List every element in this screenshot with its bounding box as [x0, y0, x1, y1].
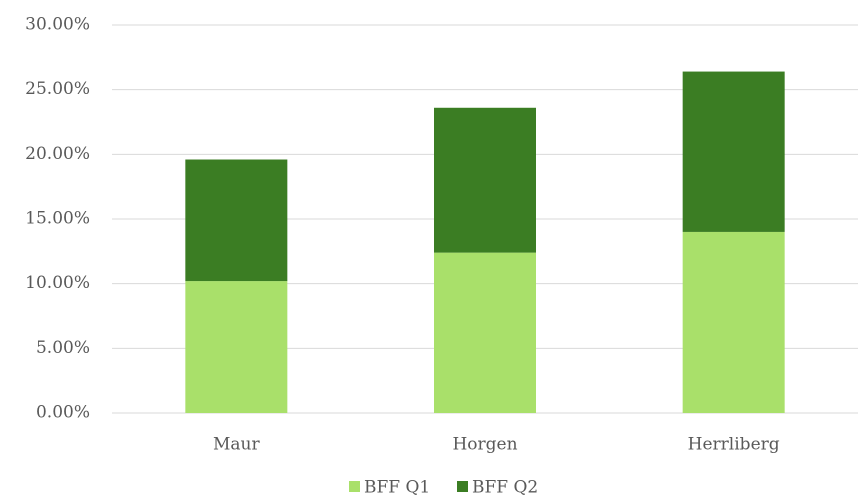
legend-swatch — [457, 481, 468, 492]
bar-segment — [185, 281, 288, 413]
bar-segment — [682, 231, 785, 413]
y-tick-label: 30.00% — [25, 15, 90, 35]
bar-segment — [434, 252, 536, 413]
y-tick-label: 5.00% — [36, 338, 90, 358]
y-tick-label: 25.00% — [25, 79, 90, 99]
y-tick-label: 10.00% — [25, 273, 90, 293]
bar-segment — [185, 159, 288, 282]
x-tick-label: Herrliberg — [688, 435, 780, 455]
legend-label: BFF Q2 — [472, 478, 538, 498]
x-tick-label: Maur — [213, 435, 260, 455]
y-tick-label: 0.00% — [36, 403, 90, 423]
x-tick-label: Horgen — [452, 435, 517, 455]
bar-segment — [434, 107, 536, 253]
y-tick-label: 20.00% — [25, 144, 90, 164]
legend-label: BFF Q1 — [364, 478, 430, 498]
legend-swatch — [349, 481, 360, 492]
bar-segment — [682, 71, 785, 232]
y-tick-label: 15.00% — [25, 209, 90, 229]
